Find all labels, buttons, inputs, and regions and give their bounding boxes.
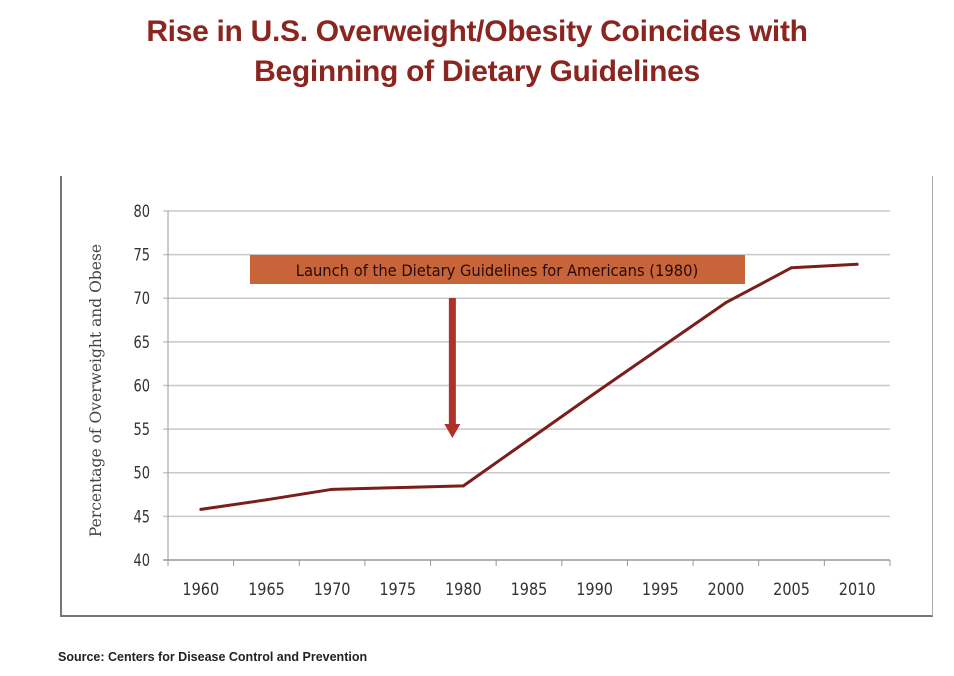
- x-tick-label: 1995: [642, 579, 679, 599]
- x-tick-label: 1960: [182, 579, 219, 599]
- data-point: [330, 487, 334, 491]
- y-tick-label: 70: [133, 288, 150, 308]
- y-tick-label: 65: [133, 332, 150, 352]
- title-line-1: Rise in U.S. Overweight/Obesity Coincide…: [146, 15, 808, 48]
- y-tick-label: 50: [133, 463, 150, 483]
- data-point: [199, 507, 203, 511]
- data-point: [658, 346, 662, 350]
- x-tick-label: 2000: [708, 579, 745, 599]
- annotation-arrow-head: [444, 424, 461, 438]
- y-tick-label: 60: [133, 375, 150, 395]
- x-tick-label: 1975: [379, 579, 416, 599]
- data-point: [790, 266, 794, 270]
- x-tick-label: 2010: [839, 579, 876, 599]
- data-point: [724, 301, 728, 305]
- annotation-arrow-shaft: [448, 298, 456, 426]
- y-axis-label: Percentage of Overweight and Obese: [87, 244, 105, 537]
- y-tick-label: 75: [133, 244, 150, 264]
- source-note: Source: Centers for Disease Control and …: [58, 650, 368, 664]
- data-point: [855, 262, 859, 266]
- data-point: [527, 438, 531, 442]
- x-tick-label: 2005: [773, 579, 810, 599]
- x-tick-label: 1965: [248, 579, 285, 599]
- y-tick-label: 80: [133, 201, 150, 221]
- x-tick-label: 1990: [576, 579, 613, 599]
- chart-frame: [60, 176, 933, 617]
- title-line-2: Beginning of Dietary Guidelines: [254, 55, 700, 88]
- data-point: [593, 391, 597, 395]
- x-tick-label: 1980: [445, 579, 482, 599]
- data-point: [461, 484, 465, 488]
- x-tick-label: 1985: [511, 579, 548, 599]
- annotation-box: [250, 255, 745, 284]
- page-title: Rise in U.S. Overweight/Obesity Coincide…: [0, 12, 954, 92]
- y-tick-label: 40: [133, 550, 150, 570]
- y-tick-label: 55: [133, 419, 150, 439]
- data-point: [264, 498, 268, 502]
- y-tick-label: 45: [133, 506, 150, 526]
- annotation-text: Launch of the Dietary Guidelines for Ame…: [296, 261, 698, 280]
- x-tick-label: 1970: [314, 579, 351, 599]
- data-point: [396, 486, 400, 490]
